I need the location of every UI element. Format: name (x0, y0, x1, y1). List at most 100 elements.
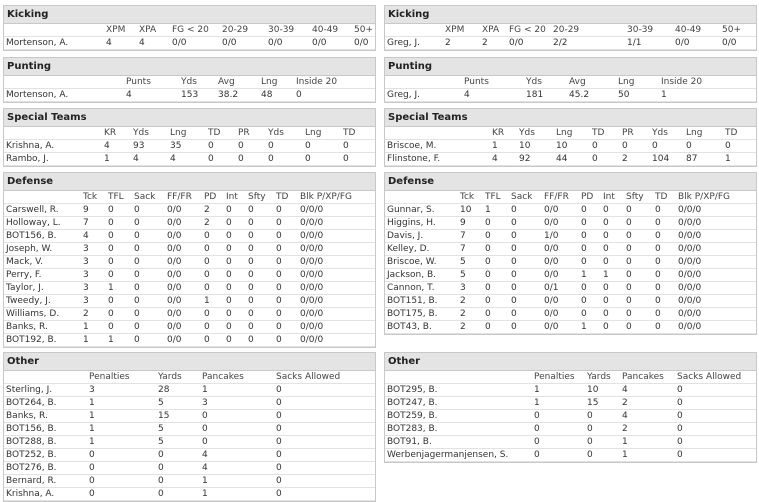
stat-cell: 1 (200, 487, 274, 501)
stat-cell: 0 (675, 409, 756, 423)
player-name: Briscoe, M. (385, 139, 490, 153)
player-row: Krishna, A. 0 0 1 0 (4, 487, 375, 501)
stat-cell: 10 (458, 203, 483, 217)
stat-cell: 0 (624, 242, 653, 256)
column-header: 40-49 (310, 24, 352, 37)
stat-cell: 4 (620, 383, 675, 397)
stat-cell: 1 (81, 333, 106, 347)
stat-cell: 0 (87, 487, 156, 501)
stat-cell: 0 (675, 383, 756, 397)
player-name: BOT283, B. (385, 422, 532, 436)
player-row: Kelley, D. 7 0 0 0/0 0 0 0 0 0/0/0 (385, 242, 756, 256)
stats-section: Other Penalties Yards Pancakes Sacks Allowed… (3, 352, 376, 502)
stat-cell: 0 (653, 320, 676, 334)
column-header: Sacks Allowed (675, 371, 756, 384)
player-name: Davis, J. (385, 229, 458, 243)
header-row: Penalties Yards Pancakes Sacks Allowed (4, 371, 375, 384)
stat-cell: 0 (579, 203, 601, 217)
stat-cell: 3 (87, 383, 156, 397)
stat-cell: 4 (124, 88, 179, 102)
player-name: Krishna, A. (4, 139, 102, 153)
column-header: Penalties (87, 371, 156, 384)
stat-cell: 0/0/0 (298, 294, 375, 308)
stat-cell: 0 (206, 139, 236, 153)
column-header: Inside 20 (294, 76, 375, 89)
stat-cell: 0/0/0 (298, 333, 375, 347)
stat-cell: 0 (132, 333, 165, 347)
stat-cell: 0 (266, 139, 303, 153)
stat-cell: 0 (303, 152, 341, 166)
stats-section: Special Teams KR Yds Lng TD PR Yds Lng TD Krishna… (3, 108, 376, 167)
stat-cell: 0 (246, 268, 274, 282)
stat-cell: 1 (620, 435, 675, 449)
header-cell (4, 371, 87, 384)
stats-table: KR Yds Lng TD PR Yds Lng TD Krishna, A. 4 93 35 0 0 0 0… (4, 127, 375, 166)
stat-cell: 0 (303, 139, 341, 153)
stat-cell: 0 (246, 294, 274, 308)
player-name: Joseph, W. (4, 242, 81, 256)
player-row: Holloway, L. 7 0 0 0/0 2 0 0 0 0/0/0 (4, 216, 375, 230)
stat-cell: 0 (224, 242, 246, 256)
player-row: Mortenson, A. 4 153 38.2 48 0 (4, 88, 375, 102)
stat-cell: 0 (274, 255, 298, 269)
player-name: BOT252, B. (4, 448, 87, 462)
stat-cell: 4 (137, 36, 170, 50)
section-title: Other (4, 353, 375, 371)
stat-cell: 0 (509, 268, 542, 282)
column-header: Pancakes (200, 371, 274, 384)
stat-cell: 0 (483, 216, 509, 230)
stat-cell: 181 (524, 88, 567, 102)
player-row: Taylor, J. 3 1 0 0/0 0 0 0 0 0/0/0 (4, 281, 375, 295)
player-row: Rambo, J. 1 4 4 0 0 0 0 0 (4, 152, 375, 166)
player-row: Briscoe, W. 5 0 0 0/0 0 0 0 0 0/0/0 (385, 255, 756, 269)
column-header: 30-39 (266, 24, 310, 37)
player-name: BOT91, B. (385, 435, 532, 449)
stat-cell: 7 (81, 216, 106, 230)
column-header: Lng (616, 76, 659, 89)
stat-cell: 5 (458, 268, 483, 282)
stat-cell: 153 (179, 88, 216, 102)
stat-cell: 0 (156, 461, 200, 475)
player-name: Perry, F. (4, 268, 81, 282)
stat-cell: 0/0 (542, 320, 579, 334)
stat-cell: 0 (246, 242, 274, 256)
player-name: Krishna, A. (4, 487, 87, 501)
stat-cell: 1 (490, 139, 517, 153)
stat-cell: 0 (341, 152, 375, 166)
stats-section: Kicking XPM XPA FG < 20 20-29 30-39 40-49 50+ Mo… (3, 5, 376, 51)
player-row: Mack, V. 3 0 0 0/0 0 0 0 0 0/0/0 (4, 255, 375, 269)
stat-cell: 0 (274, 383, 375, 397)
stat-cell: 0 (246, 320, 274, 334)
stat-cell: 0 (624, 255, 653, 269)
stats-section: Special Teams KR Yds Lng TD PR Yds Lng TD Briscoe… (384, 108, 757, 167)
stat-cell: 0 (509, 307, 542, 321)
stats-table: Tck TFL Sack FF/FR PD Int Sfty TD Blk P/XP/FG Gun… (385, 191, 756, 334)
stat-cell: 0 (132, 294, 165, 308)
stats-section: Kicking XPM XPA FG < 20 20-29 30-39 40-49 50+ Gr… (384, 5, 757, 51)
stat-cell: 0/0/0 (676, 268, 756, 282)
stat-cell: 0/0 (673, 36, 720, 50)
stat-cell: 0/1 (542, 281, 579, 295)
stat-cell: 0 (132, 268, 165, 282)
column-header: Sfty (246, 191, 274, 204)
stat-cell: 0 (601, 255, 624, 269)
stat-cell: 0 (156, 474, 200, 488)
stat-cell: 0 (224, 255, 246, 269)
stat-cell: 1 (106, 333, 132, 347)
stat-cell: 1 (200, 383, 274, 397)
player-row: BOT283, B. 0 0 2 0 (385, 422, 756, 436)
stat-cell: 1 (87, 435, 156, 449)
stat-cell: 0/0 (352, 36, 375, 50)
stat-cell: 4 (200, 448, 274, 462)
player-name: BOT288, B. (4, 435, 87, 449)
stat-cell: 0/0 (165, 281, 202, 295)
stat-cell: 0 (601, 294, 624, 308)
stat-cell: 0 (653, 307, 676, 321)
section-title: Other (385, 353, 756, 371)
player-name: Williams, D. (4, 307, 81, 321)
stat-cell: 0/0/0 (298, 229, 375, 243)
column-header: Yards (585, 371, 620, 384)
header-row: Penalties Yards Pancakes Sacks Allowed (385, 371, 756, 384)
stat-cell: 0 (653, 229, 676, 243)
stat-cell: 0 (624, 320, 653, 334)
